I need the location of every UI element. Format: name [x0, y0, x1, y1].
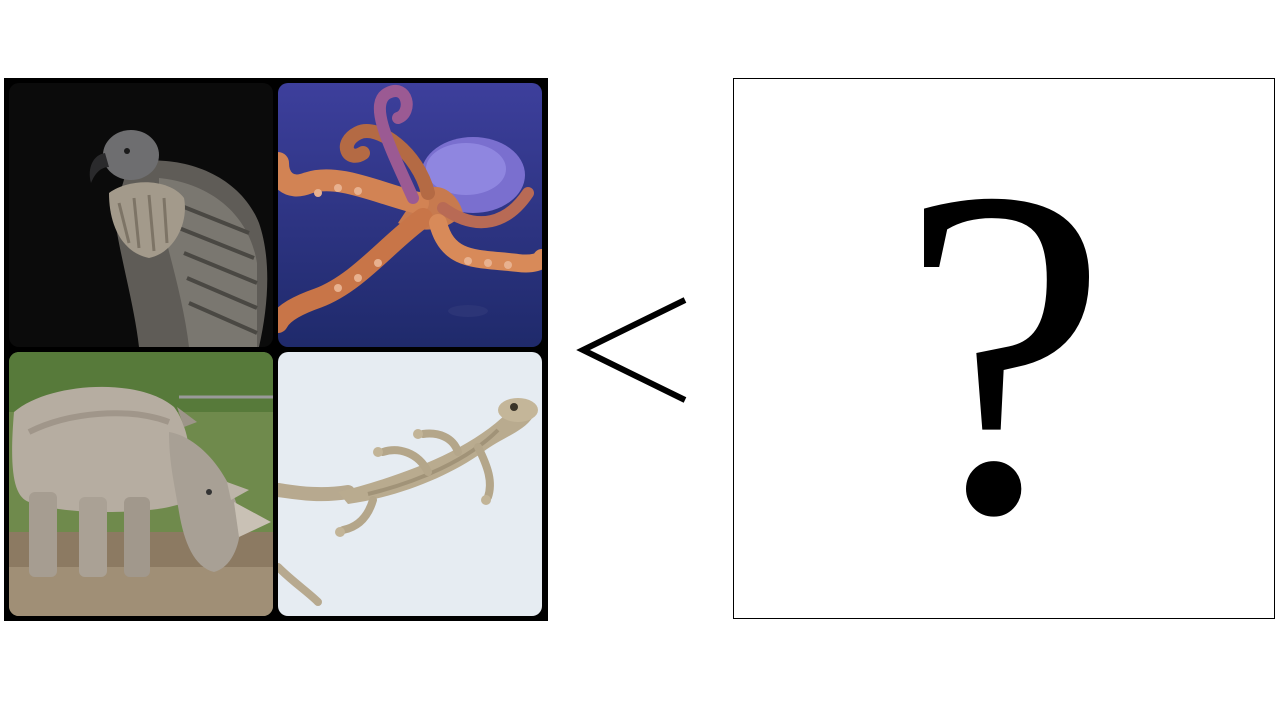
octopus-tile[interactable]	[278, 83, 542, 347]
less-than-icon	[576, 297, 687, 403]
octopus-photo-icon	[278, 83, 542, 347]
comparison-symbol: <	[575, 295, 690, 405]
vulture-photo-icon	[9, 83, 273, 347]
animal-grid	[4, 78, 548, 621]
vulture-tile[interactable]	[9, 83, 273, 347]
rhinoceros-photo-icon	[9, 352, 273, 616]
question-mark: ?	[899, 91, 1109, 612]
gecko-photo-icon	[278, 352, 542, 616]
gecko-tile[interactable]	[278, 352, 542, 616]
rhinoceros-tile[interactable]	[9, 352, 273, 616]
answer-box[interactable]: ?	[733, 78, 1275, 619]
